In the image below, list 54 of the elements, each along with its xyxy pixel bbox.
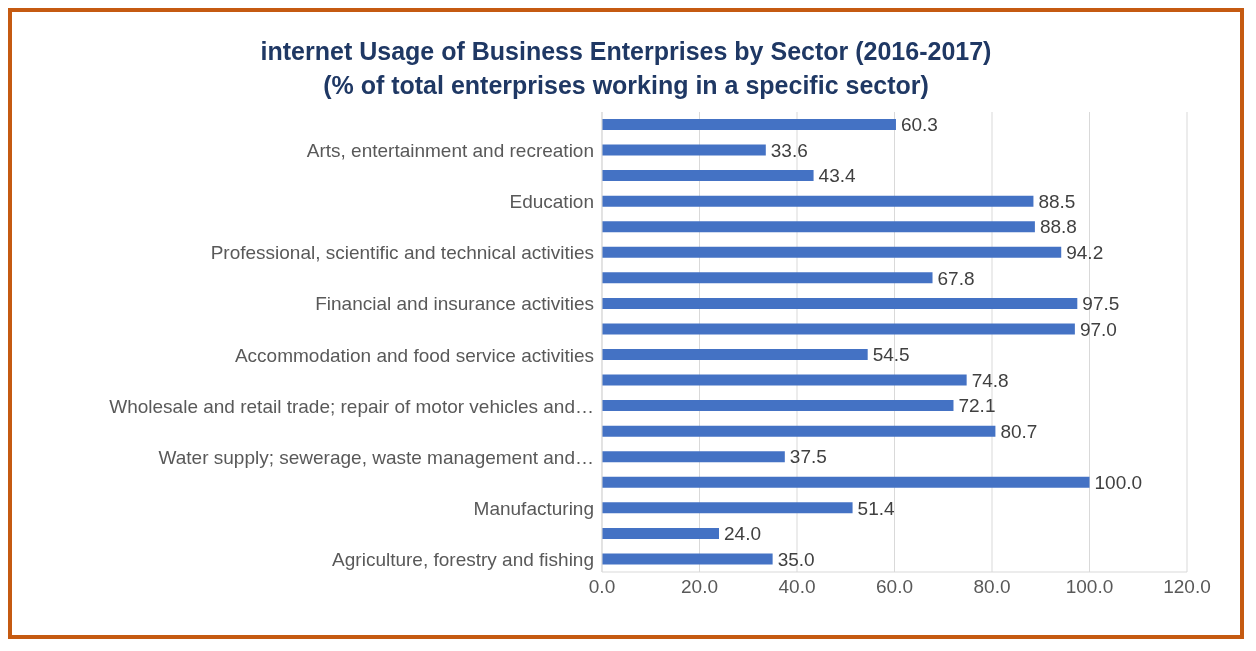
y-tick-label: Financial and insurance activities	[315, 293, 594, 315]
bar	[602, 527, 719, 539]
data-label: 94.2	[1066, 242, 1104, 264]
x-tick-label: 40.0	[778, 576, 816, 598]
y-tick-label: Professional, scientific and technical activities	[210, 242, 594, 264]
data-label: 24.0	[724, 523, 761, 545]
bar	[602, 272, 933, 284]
y-tick-label: Water supply; sewerage, waste management and…	[158, 446, 594, 468]
data-label: 72.1	[958, 395, 996, 417]
data-label: 60.3	[900, 114, 938, 136]
y-tick-label: Accommodation and food service activities	[234, 344, 594, 366]
bar	[602, 374, 967, 386]
bar	[602, 221, 1035, 233]
bar	[602, 451, 785, 463]
x-tick-label: 20.0	[681, 576, 718, 598]
bar	[602, 400, 954, 412]
bar	[602, 144, 766, 156]
y-tick-label: Manufacturing	[473, 497, 594, 519]
x-tick-label: 60.0	[876, 576, 913, 598]
bar	[602, 195, 1034, 207]
y-tick-label: Arts, entertainment and recreation	[306, 140, 594, 162]
bar	[602, 502, 853, 514]
x-tick-label: 100.0	[1065, 576, 1114, 598]
bar	[602, 246, 1062, 258]
bar	[602, 297, 1078, 309]
data-label: 88.5	[1038, 190, 1076, 212]
bar	[602, 170, 814, 182]
data-label: 37.5	[789, 446, 827, 468]
x-tick-label: 80.0	[973, 576, 1011, 598]
bar	[602, 425, 996, 437]
data-label: 97.5	[1082, 293, 1120, 315]
data-label: 80.7	[1000, 420, 1038, 442]
data-label: 51.4	[857, 497, 895, 519]
data-label: 35.0	[777, 548, 815, 570]
y-tick-label: Agriculture, forestry and fishing	[332, 548, 594, 570]
data-label: 43.4	[818, 165, 856, 187]
bar	[602, 349, 868, 360]
bar	[602, 119, 896, 130]
data-label: 97.0	[1079, 318, 1117, 340]
y-tick-label: Wholesale and retail trade; repair of motor vehicles and…	[109, 395, 594, 417]
y-tick-label: Education	[509, 191, 594, 213]
bar	[602, 476, 1090, 488]
bar	[602, 323, 1075, 335]
x-tick-label: 120.0	[1163, 576, 1211, 598]
data-label: 88.8	[1039, 216, 1077, 238]
chart-subtitle: (% of total enterprises working in a specific sector)	[322, 70, 930, 101]
data-label: 33.6	[770, 139, 808, 161]
data-label: 74.8	[971, 369, 1009, 391]
data-label: 67.8	[937, 267, 975, 289]
data-label: 100.0	[1094, 472, 1143, 494]
bar	[602, 553, 773, 565]
x-tick-label: 0.0	[588, 576, 616, 598]
data-label: 54.5	[872, 344, 910, 366]
chart-title: internet Usage of Business Enterprises by Sector (2016-2017)	[259, 36, 993, 67]
